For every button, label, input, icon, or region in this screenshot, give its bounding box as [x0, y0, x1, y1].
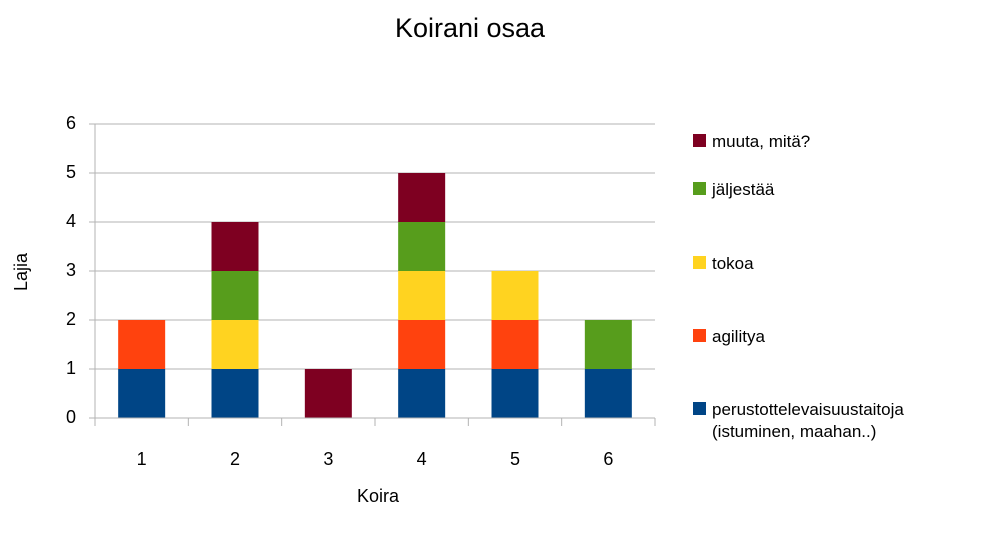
legend-swatch [693, 329, 706, 342]
bar-segment [584, 369, 632, 418]
bar-segment [118, 320, 166, 369]
y-tick-label: 0 [66, 407, 76, 427]
x-tick-label: 6 [603, 449, 613, 469]
bar-segment [304, 369, 352, 418]
y-tick-label: 2 [66, 309, 76, 329]
bar-segment [398, 271, 446, 320]
x-tick-label: 2 [230, 449, 240, 469]
y-axis-label: Lajia [11, 252, 31, 291]
bar-segment [491, 271, 539, 320]
legend-item: jäljestää [693, 179, 972, 201]
bar-segment [398, 222, 446, 271]
bar-segment [398, 369, 446, 418]
bar-segment [491, 320, 539, 369]
legend-label: muuta, mitä? [712, 132, 811, 151]
x-tick-label: 4 [417, 449, 427, 469]
bar-segment [211, 271, 259, 320]
y-tick-label: 4 [66, 211, 76, 231]
bar-segment [211, 320, 259, 369]
x-tick-label: 5 [510, 449, 520, 469]
bar-segment [584, 320, 632, 369]
legend-swatch [693, 134, 706, 147]
bar-segment [118, 369, 166, 418]
legend-item: perustottelevaisuustaitoja (istuminen, m… [693, 399, 972, 443]
y-tick-label: 5 [66, 162, 76, 182]
bar-segment [211, 222, 259, 271]
bar-segment [211, 369, 259, 418]
legend-item: agilitya [693, 326, 972, 348]
legend-item: tokoa [693, 253, 972, 275]
y-tick-label: 6 [66, 113, 76, 133]
x-tick-label: 3 [323, 449, 333, 469]
bar-segment [398, 320, 446, 369]
y-tick-label: 1 [66, 358, 76, 378]
legend-label: agilitya [712, 327, 765, 346]
x-axis-label: Koira [357, 486, 400, 506]
legend-label: perustottelevaisuustaitoja (istuminen, m… [712, 400, 904, 441]
y-tick-label: 3 [66, 260, 76, 280]
legend-label: jäljestää [712, 180, 775, 199]
x-tick-label: 1 [137, 449, 147, 469]
bar-segment [398, 173, 446, 222]
chart-title: Koirani osaa [395, 13, 546, 43]
legend-swatch [693, 402, 706, 415]
legend-label: tokoa [712, 254, 754, 273]
legend-item: muuta, mitä? [693, 131, 972, 153]
bar-segment [491, 369, 539, 418]
legend-swatch [693, 182, 706, 195]
legend-swatch [693, 256, 706, 269]
